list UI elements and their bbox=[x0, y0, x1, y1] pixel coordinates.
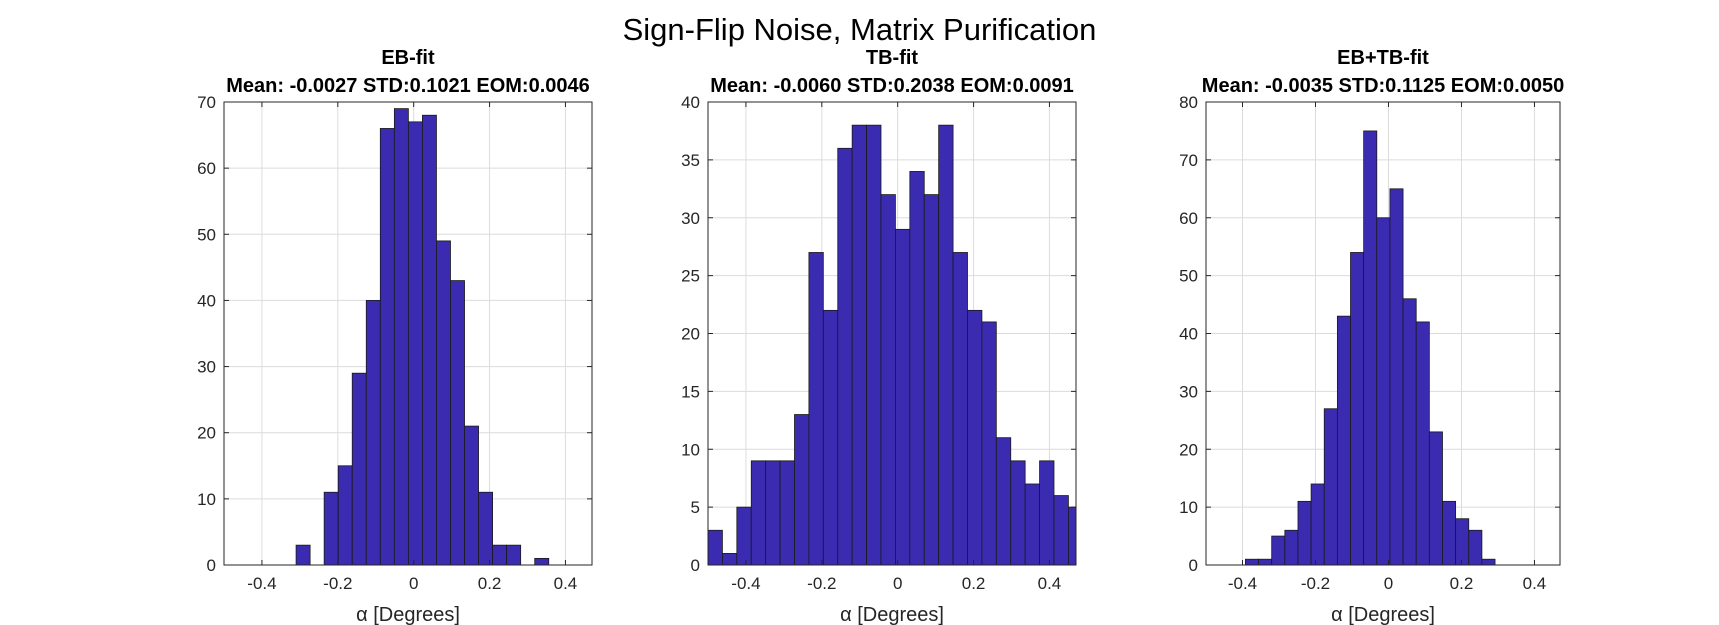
histogram-bar bbox=[1258, 558, 1273, 566]
y-tick-label: 70 bbox=[197, 93, 216, 112]
panel-title: EB-fit bbox=[381, 47, 435, 69]
histogram-bar bbox=[1376, 217, 1391, 566]
histogram-bar bbox=[1245, 558, 1259, 566]
histogram-bar bbox=[1402, 298, 1417, 566]
y-tick-label: 10 bbox=[197, 490, 216, 509]
histogram-bar bbox=[1336, 315, 1351, 566]
y-tick-label: 40 bbox=[1179, 325, 1198, 344]
y-tick-label: 30 bbox=[197, 358, 216, 377]
x-tick-label: 0.4 bbox=[1038, 574, 1062, 593]
panel-stats-subtitle: Mean: -0.0035 STD:0.1125 EOM:0.0050 bbox=[1202, 75, 1564, 97]
panel-title: EB+TB-fit bbox=[1337, 47, 1429, 69]
x-axis-label: α [Degrees] bbox=[840, 604, 944, 625]
panel-stats-subtitle: Mean: -0.0060 STD:0.2038 EOM:0.0091 bbox=[710, 75, 1074, 97]
y-tick-label: 60 bbox=[197, 159, 216, 178]
x-tick-label: 0 bbox=[409, 574, 418, 593]
x-tick-label: -0.4 bbox=[1228, 574, 1257, 593]
x-tick-label: -0.2 bbox=[807, 574, 836, 593]
histogram-bar bbox=[1271, 535, 1286, 566]
x-tick-label: 0.4 bbox=[1523, 574, 1547, 593]
histogram-bar bbox=[1455, 518, 1470, 566]
y-tick-label: 40 bbox=[681, 93, 700, 112]
y-tick-label: 25 bbox=[681, 267, 700, 286]
x-tick-label: -0.4 bbox=[247, 574, 276, 593]
y-tick-label: 10 bbox=[681, 440, 700, 459]
y-tick-label: 50 bbox=[1179, 267, 1198, 286]
x-tick-label: 0.2 bbox=[478, 574, 502, 593]
x-tick-label: 0 bbox=[893, 574, 902, 593]
histogram-panel-eb-tb-fit: -0.4 -0.2 0 0.2 0.4 0 10 20 30 40 50 60 70 80 α [Degre… bbox=[1179, 47, 1564, 625]
histogram-bar bbox=[1415, 321, 1430, 566]
y-tick-label: 20 bbox=[1179, 440, 1198, 459]
y-tick-label: 60 bbox=[1179, 209, 1198, 228]
x-axis-label: α [Degrees] bbox=[356, 604, 460, 625]
histogram-bar bbox=[1389, 188, 1404, 566]
x-tick-label: -0.2 bbox=[323, 574, 352, 593]
histogram-bar bbox=[1310, 483, 1325, 566]
x-tick-label: 0.4 bbox=[554, 574, 578, 593]
x-tick-label: -0.4 bbox=[731, 574, 760, 593]
panel-stats-subtitle: Mean: -0.0027 STD:0.1021 EOM:0.0046 bbox=[226, 75, 590, 97]
histogram-panel-eb-fit: -0.4 -0.2 0 0.2 0.4 0 10 20 30 40 50 60 70 α [Degrees… bbox=[197, 47, 593, 625]
y-tick-label: 10 bbox=[1179, 498, 1198, 517]
y-tick-label: 80 bbox=[1179, 93, 1198, 112]
y-tick-label: 40 bbox=[197, 291, 216, 310]
histogram-panel-tb-fit: -0.4 -0.2 0 0.2 0.4 0 5 10 15 20 25 30 35 40 α [Degree… bbox=[681, 47, 1077, 625]
x-tick-label: 0 bbox=[1384, 574, 1393, 593]
histogram-bar bbox=[1297, 500, 1312, 566]
axes-box bbox=[223, 101, 593, 566]
panel-title: TB-fit bbox=[866, 47, 919, 69]
figure-title: Sign-Flip Noise, Matrix Purification bbox=[622, 12, 1097, 47]
x-tick-label: -0.2 bbox=[1301, 574, 1330, 593]
x-tick-label: 0.2 bbox=[962, 574, 986, 593]
histogram-bar bbox=[1442, 500, 1457, 566]
y-tick-label: 0 bbox=[1189, 556, 1198, 575]
histogram-bar bbox=[1323, 408, 1338, 566]
y-tick-label: 20 bbox=[197, 424, 216, 443]
histogram-bar bbox=[1284, 529, 1299, 566]
histogram-bar bbox=[1363, 130, 1378, 566]
y-tick-label: 70 bbox=[1179, 151, 1198, 170]
y-tick-label: 35 bbox=[681, 151, 700, 170]
y-tick-label: 5 bbox=[691, 498, 700, 517]
histogram-bar bbox=[1350, 252, 1365, 566]
y-tick-label: 30 bbox=[681, 209, 700, 228]
y-tick-label: 20 bbox=[681, 325, 700, 344]
histogram-bar bbox=[1468, 529, 1483, 566]
histogram-bar bbox=[1481, 558, 1496, 566]
x-axis-label: α [Degrees] bbox=[1331, 604, 1435, 625]
histogram-bar bbox=[1428, 431, 1443, 566]
y-tick-label: 50 bbox=[197, 225, 216, 244]
y-tick-label: 0 bbox=[207, 556, 216, 575]
x-tick-label: 0.2 bbox=[1450, 574, 1474, 593]
y-tick-label: 15 bbox=[681, 382, 700, 401]
y-tick-label: 30 bbox=[1179, 382, 1198, 401]
y-tick-label: 0 bbox=[691, 556, 700, 575]
